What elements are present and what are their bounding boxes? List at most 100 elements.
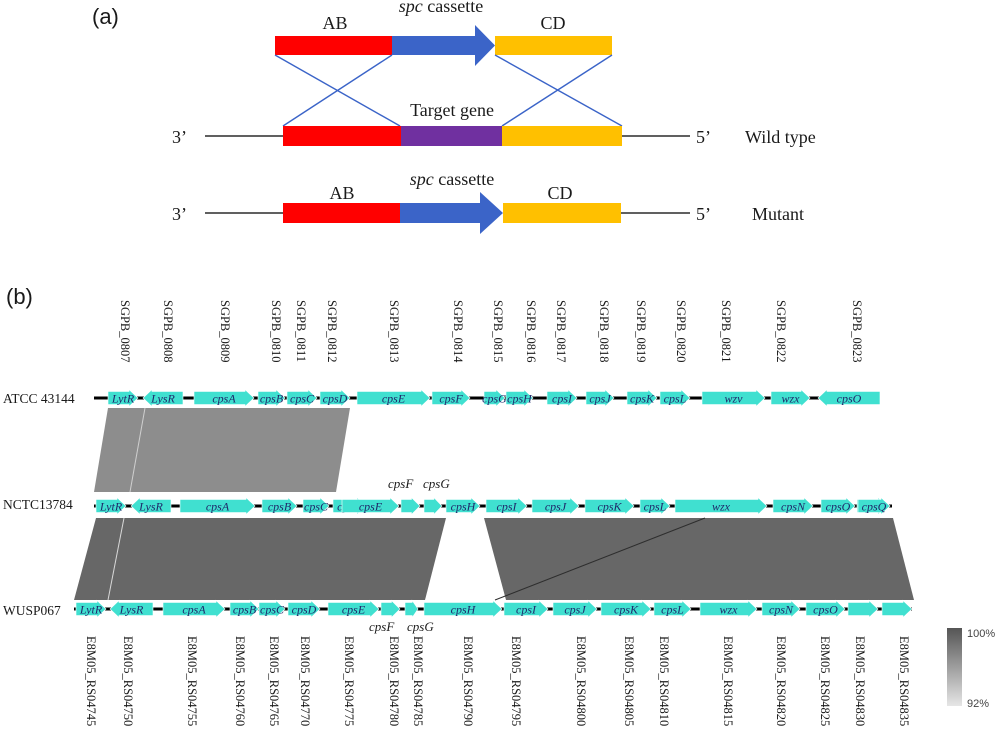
top-locus-tag: SGPB_0811 [294,300,308,362]
bottom-locus-tag: E8M05_RS04750 [121,636,135,726]
gene-arrow [130,496,172,516]
gene-arrow [585,388,615,408]
gene-arrow [805,599,846,619]
top-ab-arm [275,36,392,55]
bottom-locus-tag: E8M05_RS04810 [657,636,671,726]
top-locus-tag: SGPB_0814 [451,300,465,363]
bottom-locus-tag: E8M05_RS04800 [574,636,588,726]
gene-arrow [162,599,226,619]
mutant-5prime: 5’ [696,204,711,224]
strain-label-wusp: WUSP067 [3,603,61,618]
gene-arrow [404,599,419,619]
gene-arrow [229,599,260,619]
mutant-cd-label: CD [547,183,572,203]
gene-arrow [639,496,671,516]
gene-arrow [653,599,692,619]
synteny-band-nctc-wusp-left [74,518,446,600]
gene-arrow [258,599,286,619]
gene-label: cpsL [664,392,687,406]
wusp-cpsF-label: cpsF [369,619,395,634]
bottom-locus-tag: E8M05_RS04755 [185,636,199,726]
gene-label: LytR [99,500,123,514]
synteny-band-seam [129,407,146,493]
top-locus-tag: SGPB_0815 [491,300,505,363]
mutant-ab-label: AB [329,183,354,203]
wusp-cpsG-label: cpsG [407,619,434,634]
gene-label: cpsH [451,500,477,514]
gene-label: cpsO [826,500,851,514]
identity-legend-min: 92% [967,698,989,710]
bottom-locus-tag: E8M05_RS04765 [267,636,281,726]
gene-label: cpsF [439,392,463,406]
gene-arrow [95,496,127,516]
gene-arrow [847,599,879,619]
bottom-locus-tag: E8M05_RS04815 [721,636,735,726]
gene-label: cpsH [451,603,477,617]
gene-label: cpsB [260,392,284,406]
gene-arrow [701,388,766,408]
gene-label: cpsI [497,500,518,514]
gene-label: cpsK [614,603,639,617]
top-cd-label: CD [540,13,565,33]
top-locus-tags: SGPB_0807 SGPB_0808 SGPB_0809 SGPB_0810 SGPB… [118,300,864,363]
wild-type-5prime: 5’ [696,127,711,147]
panel-a-label: (a) [92,4,119,29]
gene-arrow [287,599,321,619]
gene-label: wzx [720,603,739,617]
gene-arrow [881,599,913,619]
gene-label: cpsN [769,603,794,617]
synteny-band-seam [107,517,125,601]
bottom-locus-tag: E8M05_RS04770 [298,636,312,726]
gene-arrow [341,496,400,516]
gene-arrow [584,496,635,516]
nctc-cpsG-label: cpsG [423,476,450,491]
gene-arrow [699,599,758,619]
mutant-ab-arm [283,203,400,223]
top-locus-tag: SGPB_0822 [774,300,788,363]
gene-label: cpsN [781,500,806,514]
gene-label: cpsC [260,603,285,617]
gene-label: cpsJ [564,603,586,617]
top-locus-tag: SGPB_0809 [218,300,232,363]
gene-label: cpsJ [589,392,611,406]
gene-label: cpsA [212,392,236,406]
gene-label: cpsD [323,392,348,406]
gene-track-wusp067: LytR LysR cpsA cpsB cpsC cpsD cpsE cpsH cpsI cpsJ… [74,599,913,619]
gene-arrow [600,599,652,619]
gene-label: wzx [712,500,731,514]
top-locus-tag: SGPB_0810 [269,300,283,363]
top-locus-tag: SGPB_0813 [387,300,401,363]
gene-arrow [505,388,534,408]
gene-label: cpsK [630,392,655,406]
bottom-locus-tag: E8M05_RS04780 [387,636,401,726]
gene-arrow [179,496,256,516]
wild-type-ab-arm [283,126,401,146]
gene-label: cpsJ [545,500,567,514]
gene-arrow [485,496,528,516]
gene-arrow [531,496,580,516]
mutant-spc-cassette-label: spc cassette [410,169,494,189]
wild-type-label: Wild type [745,127,816,147]
gene-arrow [659,388,691,408]
gene-label: LytR [79,603,103,617]
gene-arrow [770,388,811,408]
gene-label: cpsL [661,603,684,617]
identity-legend-bar [947,628,962,706]
identity-legend-max: 100% [967,628,995,640]
strain-label-atcc: ATCC 43144 [3,391,75,406]
panel-b-label: (b) [6,284,33,309]
wild-type-target-gene [401,126,502,146]
gene-label: cpsD [292,603,317,617]
gene-arrow [142,388,184,408]
top-locus-tag: SGPB_0819 [634,300,648,363]
gene-arrow [109,599,154,619]
top-ab-label: AB [322,13,347,33]
top-locus-tag: SGPB_0817 [554,300,568,363]
gene-label: cpsA [182,603,206,617]
gene-arrow [107,388,139,408]
gene-label: wzx [782,392,801,406]
gene-arrow [193,388,255,408]
gene-arrow [75,599,107,619]
bottom-locus-tag: E8M05_RS04805 [622,636,636,726]
